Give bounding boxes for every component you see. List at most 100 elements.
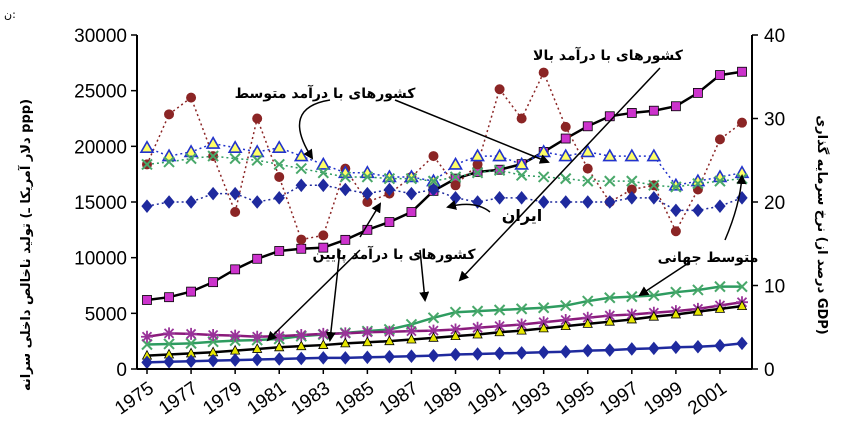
data-point: [273, 191, 285, 205]
data-point: [383, 349, 396, 364]
data-point: [229, 329, 242, 342]
data-point: [251, 154, 263, 166]
data-point: [736, 336, 748, 351]
data-point: [692, 177, 704, 190]
data-point: [449, 347, 462, 362]
data-point: [405, 172, 418, 185]
y-right-axis-title: نرخ سرمایه گذاری (درصد از GDP): [814, 115, 830, 335]
data-point: [318, 230, 329, 241]
data-point: [229, 186, 241, 201]
data-point: [560, 133, 571, 144]
data-point: [205, 135, 221, 149]
data-point: [648, 289, 660, 302]
y-left-tick-label: 20000: [74, 137, 127, 158]
data-point: [494, 84, 505, 95]
data-point: [494, 326, 505, 337]
annotation-high-income-label: کشورهای با درآمد بالا: [533, 46, 684, 64]
data-point: [186, 286, 196, 297]
data-point: [626, 313, 637, 324]
data-point: [339, 171, 352, 183]
data-point: [295, 178, 307, 193]
data-point: [318, 339, 329, 349]
data-point: [295, 329, 308, 342]
data-point: [141, 158, 153, 171]
series-line: [146, 184, 743, 212]
data-point: [538, 345, 550, 360]
data-point: [251, 330, 264, 343]
series-layer: [139, 66, 750, 370]
series-line: [146, 142, 743, 187]
data-point: [692, 203, 704, 218]
data-point: [251, 195, 263, 209]
arrow-low-income-4: [359, 202, 382, 238]
data-point: [558, 148, 574, 162]
data-point: [537, 171, 550, 183]
data-point: [648, 105, 659, 116]
data-point: [472, 328, 483, 339]
data-point: [471, 305, 484, 317]
data-point: [560, 121, 571, 132]
arrow-low-income-1: [266, 249, 361, 342]
data-point: [273, 330, 286, 343]
data-point: [340, 337, 351, 348]
data-point: [515, 318, 528, 331]
data-point: [185, 152, 197, 165]
arrow-middle-income-2: [394, 99, 550, 164]
data-point: [361, 350, 374, 365]
data-point: [428, 151, 439, 162]
data-point: [626, 175, 638, 187]
data-point: [648, 179, 660, 192]
data-point: [361, 326, 374, 339]
data-point: [252, 253, 263, 264]
y-left-tick-label: 15000: [74, 193, 127, 214]
data-point: [714, 175, 726, 187]
y-left-tick-label: 10000: [74, 249, 127, 270]
annotations: کشورهای با درآمد بالا کشورهای با درآمد م…: [235, 46, 759, 342]
data-point: [538, 195, 550, 209]
data-point: [471, 167, 484, 179]
data-point: [295, 162, 307, 175]
data-point: [515, 191, 528, 205]
x-tick-label: 1979: [199, 378, 246, 419]
annotation-world-average-label: متوسط جهانی: [658, 250, 759, 266]
data-point: [537, 316, 550, 329]
data-point: [339, 351, 351, 365]
data-point: [249, 144, 265, 158]
annotation-middle-income-label: کشورهای با درآمد متوسط: [235, 84, 417, 102]
data-point: [227, 140, 243, 154]
data-point: [340, 234, 351, 245]
data-point: [670, 181, 682, 193]
data-point: [582, 175, 594, 187]
data-point: [624, 148, 640, 162]
data-point: [274, 341, 285, 352]
data-point: [670, 101, 681, 112]
data-point: [560, 320, 571, 331]
data-point: [315, 156, 331, 170]
data-point: [427, 324, 440, 337]
data-point: [296, 243, 307, 254]
data-point: [362, 336, 373, 347]
data-point: [449, 306, 462, 318]
data-point: [692, 305, 704, 316]
data-point: [185, 195, 197, 209]
y-left-tick-label: 5000: [85, 304, 127, 325]
data-point: [185, 337, 197, 350]
data-point: [448, 156, 463, 170]
series-line: [146, 155, 743, 188]
y-right-tick-label: 10: [764, 277, 785, 298]
data-point: [317, 327, 330, 340]
y-left-tick-label: 25000: [74, 82, 127, 103]
data-point: [450, 330, 461, 341]
data-point: [295, 351, 307, 366]
data-point: [737, 117, 747, 128]
data-point: [230, 264, 241, 275]
data-point: [670, 340, 682, 355]
annotation-low-income-label: کشورهای با درآمد پایین: [312, 245, 476, 263]
x-tick-label: 1977: [155, 378, 202, 419]
data-point: [670, 286, 682, 298]
data-point: [339, 182, 351, 197]
data-point: [714, 280, 726, 293]
data-point: [582, 295, 594, 307]
y-left-tick-label: 30000: [74, 26, 127, 47]
y-right-tick-label: 20: [764, 193, 785, 214]
